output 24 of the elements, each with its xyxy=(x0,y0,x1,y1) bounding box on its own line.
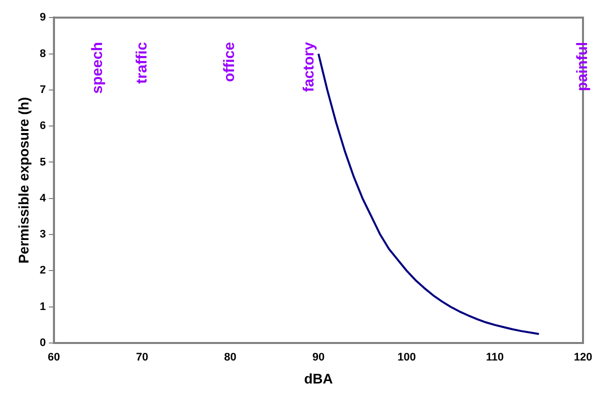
x-tick-label: 70 xyxy=(136,352,148,364)
x-tick-label: 110 xyxy=(486,352,504,364)
annotation: traffic xyxy=(133,42,150,84)
y-tick-label: 8 xyxy=(40,48,46,60)
y-tick-label: 0 xyxy=(40,337,46,350)
annotation: factory xyxy=(300,41,318,92)
annotation: painful xyxy=(574,42,592,92)
y-tick-label: 1 xyxy=(40,300,46,313)
annotation: office xyxy=(221,42,238,82)
x-axis-title: dBA xyxy=(304,370,333,386)
y-tick-label: 7 xyxy=(40,84,46,96)
x-tick-label: 120 xyxy=(574,352,592,364)
x-tick-label: 100 xyxy=(397,352,416,364)
annotation: speech xyxy=(88,42,106,94)
y-tick-label: 3 xyxy=(40,228,46,241)
y-axis-title: Permissible exposure (h) xyxy=(15,97,32,264)
y-tick-label: 6 xyxy=(40,120,46,132)
y-tick-label: 4 xyxy=(40,192,47,204)
y-tick-label: 9 xyxy=(40,12,46,24)
x-tick-label: 90 xyxy=(312,352,325,364)
x-tick-label: 80 xyxy=(224,352,236,364)
y-tick-label: 5 xyxy=(40,156,46,168)
y-tick-label: 2 xyxy=(40,264,46,277)
x-tick-label: 60 xyxy=(48,352,60,364)
